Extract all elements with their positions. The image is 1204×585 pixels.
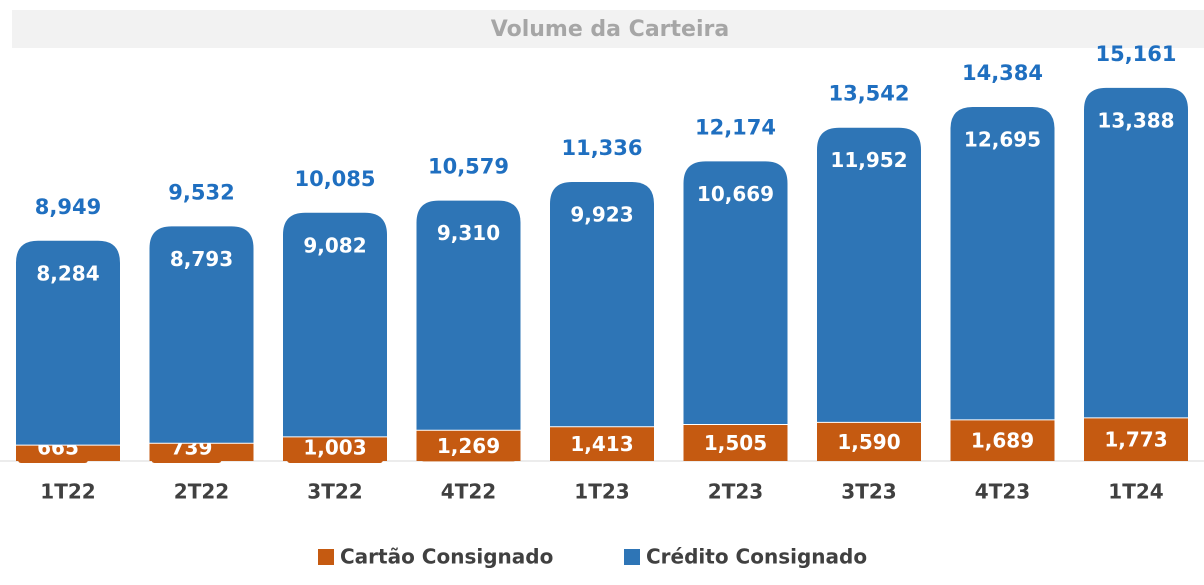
bar-segment (683, 161, 788, 424)
bar-segment (283, 212, 387, 437)
bar-segment (149, 226, 254, 443)
value-label: 8,793 (170, 247, 233, 271)
value-label: 11,952 (830, 148, 907, 172)
x-tick-label: 3T22 (307, 480, 362, 504)
value-label: 9,082 (303, 233, 366, 257)
value-label: 8,284 (36, 261, 99, 285)
title-band (12, 10, 1204, 48)
value-label: 1,003 (303, 436, 366, 460)
label-box (420, 429, 517, 462)
total-label: 10,085 (294, 167, 375, 191)
total-label: 8,949 (35, 195, 101, 219)
value-label: 10,669 (697, 182, 774, 206)
bar-segment (950, 106, 1055, 420)
legend-label: Cartão Consignado (340, 545, 553, 569)
bar-segment (817, 127, 921, 422)
value-label: 1,505 (704, 431, 767, 455)
x-tick-label: 4T23 (975, 480, 1030, 504)
x-tick-label: 3T23 (841, 480, 896, 504)
legend-swatch (624, 549, 640, 565)
total-label: 14,384 (962, 61, 1043, 85)
total-label: 10,579 (428, 155, 509, 179)
x-tick-label: 1T23 (574, 480, 629, 504)
value-label: 13,388 (1097, 108, 1174, 132)
total-label: 15,161 (1095, 42, 1176, 66)
bar-segment (550, 182, 654, 427)
total-label: 13,542 (828, 82, 909, 106)
label-box (954, 424, 1051, 457)
x-tick-label: 2T22 (174, 480, 229, 504)
x-tick-label: 1T22 (40, 480, 95, 504)
legend-swatch (318, 549, 334, 565)
value-label: 1,773 (1104, 428, 1167, 452)
label-box (821, 425, 917, 458)
bar-segment (16, 240, 120, 445)
x-tick-label: 4T22 (441, 480, 496, 504)
total-label: 11,336 (561, 136, 642, 160)
value-label: 1,269 (437, 434, 500, 458)
chart-title: Volume da Carteira (491, 17, 729, 42)
x-tick-label: 1T24 (1108, 480, 1163, 504)
label-box (1088, 423, 1184, 456)
value-label: 1,413 (570, 432, 633, 456)
legend-label: Crédito Consignado (646, 545, 867, 569)
value-label: 1,689 (971, 429, 1034, 453)
label-box (287, 431, 383, 463)
total-label: 9,532 (168, 180, 234, 204)
bar-segment (1084, 87, 1188, 418)
bar-segment (416, 200, 521, 430)
value-label: 1,590 (837, 430, 900, 454)
label-box (687, 426, 784, 459)
value-label: 9,310 (437, 221, 500, 245)
x-tick-label: 2T23 (708, 480, 763, 504)
value-label: 9,923 (570, 203, 633, 227)
label-box (554, 427, 650, 460)
total-label: 12,174 (695, 115, 776, 139)
value-label: 12,695 (964, 127, 1041, 151)
